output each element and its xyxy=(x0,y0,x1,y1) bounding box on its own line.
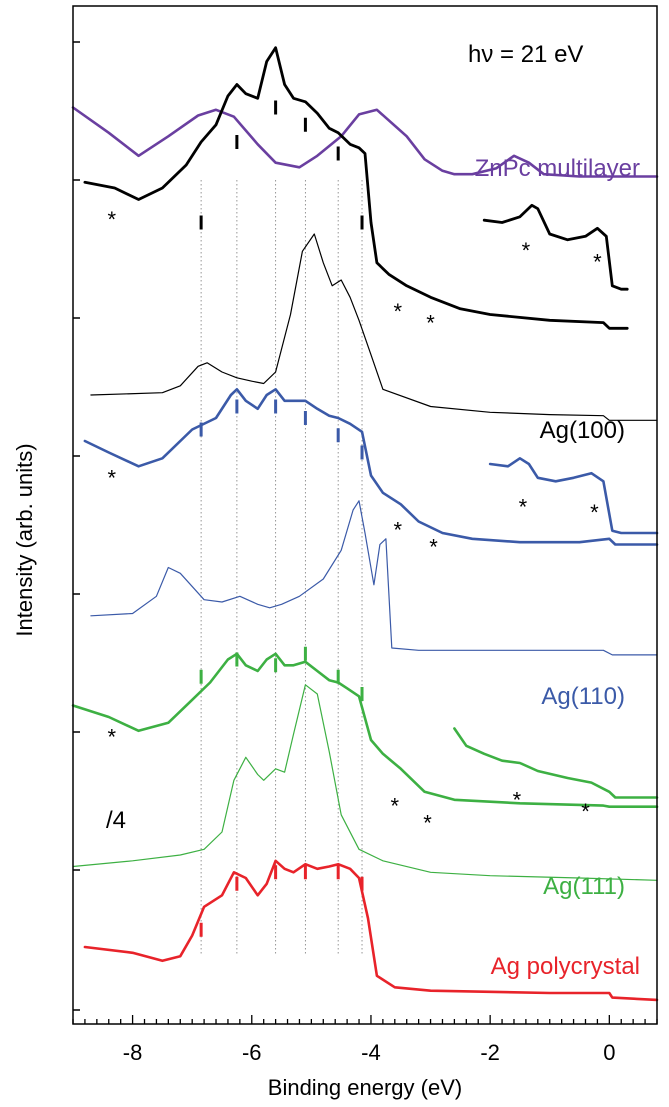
satellite-star-5: * xyxy=(107,466,116,491)
series-label-agpoly: Ag polycrystal xyxy=(491,953,640,980)
x-axis-ticks: -8 -6 -4 -2 0 xyxy=(72,1015,658,1065)
satellite-star-2: * xyxy=(426,310,435,335)
scale-factor-label: /4 xyxy=(106,807,126,834)
satellite-star-6: * xyxy=(393,517,402,542)
curve-ag110_thick xyxy=(83,388,659,546)
satellite-star-7: * xyxy=(429,535,438,560)
satellite-star-4: * xyxy=(593,249,602,274)
curve-ag100_inset xyxy=(482,203,629,291)
curve-ag111_inset xyxy=(453,727,659,799)
series-label-ag111: Ag(111) xyxy=(543,873,625,900)
curve-ag111_thin xyxy=(72,684,658,881)
satellite-star-1: * xyxy=(393,299,402,324)
reference-lines xyxy=(200,180,363,955)
series-label-ag100: Ag(100) xyxy=(540,417,625,444)
satellite-star-9: * xyxy=(590,500,599,525)
axes-frame xyxy=(72,5,658,1025)
plot-frame xyxy=(72,5,658,1025)
satellite-star-11: * xyxy=(391,793,400,818)
x-tick-label-0: -8 xyxy=(123,1040,143,1065)
curve-ag111_thick xyxy=(71,652,659,808)
x-tick-label-1: -6 xyxy=(242,1040,262,1065)
x-tick-label-3: -2 xyxy=(480,1040,500,1065)
peak-tick-marks xyxy=(199,100,364,937)
curve-ag100_thick xyxy=(83,46,629,330)
curve-ag100_thin xyxy=(90,233,658,421)
satellite-star-13: * xyxy=(513,788,522,813)
satellite-star-8: * xyxy=(519,494,528,519)
curve-ag110_thin xyxy=(90,500,658,656)
curve-agpoly xyxy=(83,859,659,1002)
curve-zpc xyxy=(71,106,659,178)
x-tick-label-4: 0 xyxy=(603,1040,615,1065)
satellite-markers: * * * * * * * * * * * * * * * xyxy=(107,207,602,836)
satellite-star-3: * xyxy=(522,238,531,263)
curve-ag110_inset xyxy=(488,457,659,535)
x-axis-title: Binding energy (eV) xyxy=(268,1075,462,1100)
satellite-star-0: * xyxy=(107,207,116,232)
photon-energy-label: hν = 21 eV xyxy=(468,41,583,68)
spectra-curves xyxy=(71,46,659,1002)
series-label-ag110: Ag(110) xyxy=(541,683,625,710)
y-axis-title: Intensity (arb. units) xyxy=(12,443,37,636)
satellite-star-12: * xyxy=(423,811,432,836)
x-tick-label-2: -4 xyxy=(361,1040,381,1065)
series-label-zpc: ZnPc multilayer xyxy=(475,155,640,182)
satellite-star-10: * xyxy=(107,724,116,749)
satellite-star-14: * xyxy=(581,799,590,824)
